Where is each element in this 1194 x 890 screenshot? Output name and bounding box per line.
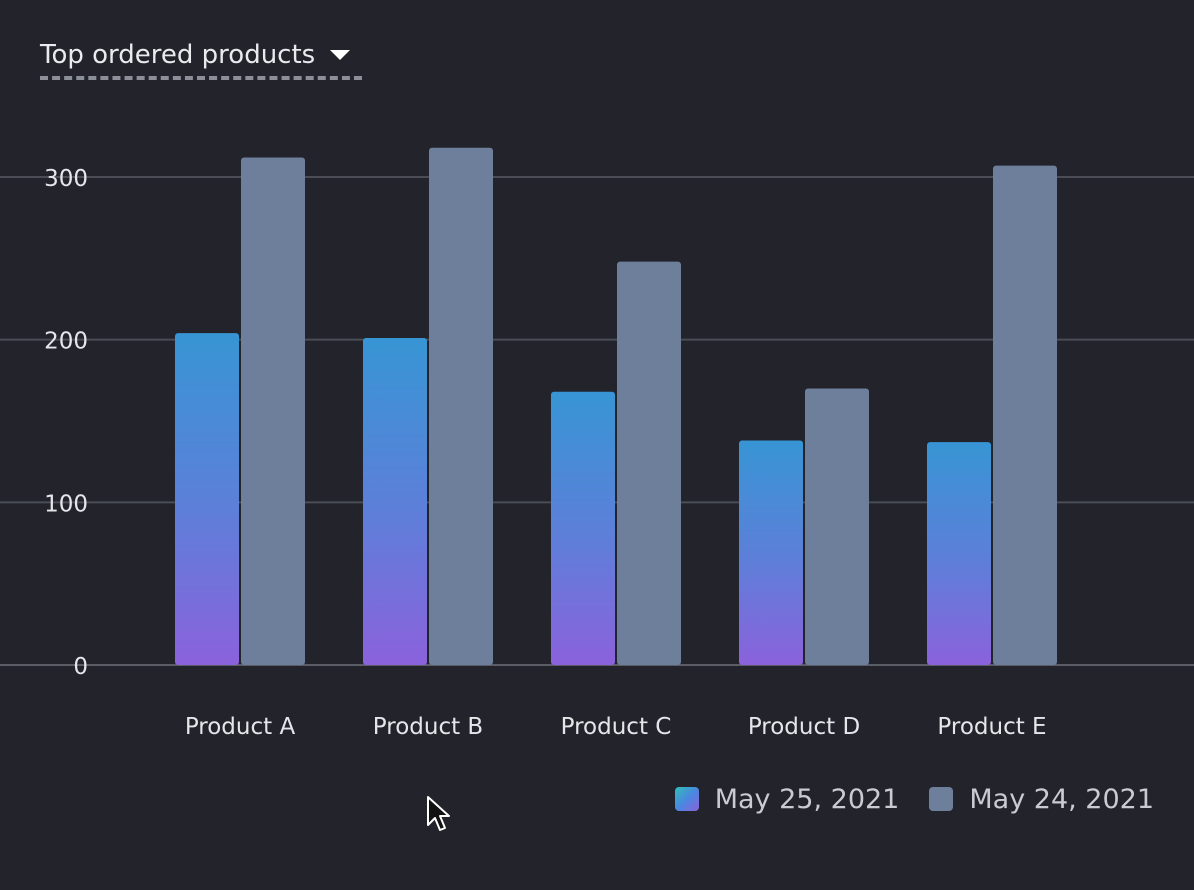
bar-series-1-product-c[interactable] xyxy=(551,391,615,665)
bar-series-2-product-e[interactable] xyxy=(993,165,1057,665)
chart-legend: May 25, 2021 May 24, 2021 xyxy=(674,778,1154,820)
y-tick-label: 0 xyxy=(73,654,88,680)
bar-series-2-product-c[interactable] xyxy=(617,261,681,665)
legend-label: May 24, 2021 xyxy=(969,783,1154,815)
axis-labels: 0 100 200 300 Product A Product B Product C Pro… xyxy=(44,166,1046,740)
legend-item-series-2[interactable]: May 24, 2021 xyxy=(929,784,1154,815)
bar-series-1-product-d[interactable] xyxy=(739,440,803,665)
bar-series-1-product-e[interactable] xyxy=(927,442,991,665)
title-dashed-underline xyxy=(40,76,362,80)
x-tick-label: Product C xyxy=(561,714,672,740)
bars xyxy=(175,147,1057,666)
chart-title-dropdown[interactable]: Top ordered products xyxy=(40,36,362,82)
x-tick-label: Product B xyxy=(373,714,483,740)
bar-series-1-product-a[interactable] xyxy=(175,333,239,665)
y-tick-label: 200 xyxy=(44,329,88,355)
y-tick-label: 100 xyxy=(44,491,88,517)
x-tick-label: Product A xyxy=(185,714,296,740)
caret-down-icon xyxy=(330,50,350,60)
chart-title: Top ordered products xyxy=(40,40,316,70)
legend-swatch-gradient xyxy=(674,787,699,811)
x-tick-label: Product D xyxy=(748,714,860,740)
legend-label: May 25, 2021 xyxy=(714,783,900,815)
mouse-pointer-icon xyxy=(427,796,450,831)
legend-item-series-1[interactable]: May 25, 2021 xyxy=(674,783,900,815)
bar-series-2-product-d[interactable] xyxy=(805,388,869,665)
y-tick-label: 300 xyxy=(44,166,88,192)
bar-series-1-product-b[interactable] xyxy=(363,338,427,665)
bar-series-2-product-b[interactable] xyxy=(429,147,493,666)
bar-series-2-product-a[interactable] xyxy=(241,157,305,666)
x-tick-label: Product E xyxy=(937,714,1046,740)
legend-swatch-gray xyxy=(929,787,954,811)
